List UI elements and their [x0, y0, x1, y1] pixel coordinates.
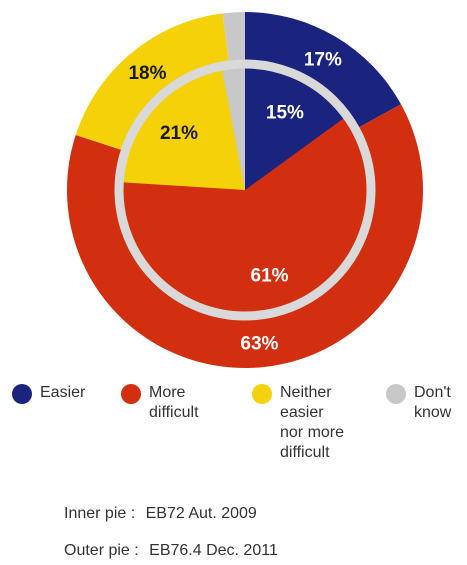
legend-label-neither: Neither easier nor more difficult [280, 384, 345, 461]
inner-pie-ring [120, 65, 370, 315]
legend-item-more-difficult: More difficult [121, 383, 199, 423]
legend-item-dont-know: Don't know [386, 383, 451, 423]
donut-chart: 17% 63% 18% 15% 61% 21% [67, 12, 424, 369]
legend: Easier More difficult Neither easier nor… [0, 383, 467, 493]
legend-swatch-neither [252, 384, 272, 404]
inner-pie-key: Inner pie : [64, 505, 136, 522]
legend-item-easier: Easier [12, 383, 85, 404]
inner-slice-easier [245, 65, 347, 190]
inner-slice-more-difficult [120, 116, 370, 315]
inner-label-more-difficult: 61% [251, 266, 289, 287]
inner-label-easier: 15% [266, 103, 304, 124]
outer-label-more-difficult: 63% [240, 333, 278, 354]
legend-swatch-dont-know [386, 384, 406, 404]
inner-slice-dont-know [221, 65, 245, 190]
legend-swatch-easier [12, 384, 32, 404]
legend-swatch-more-difficult [121, 384, 141, 404]
legend-item-neither: Neither easier nor more difficult [252, 383, 344, 463]
outer-pie-value: EB76.4 Dec. 2011 [149, 542, 278, 559]
outer-label-neither: 18% [128, 63, 166, 84]
inner-label-neither: 21% [160, 123, 198, 144]
legend-label-more-difficult: More difficult [149, 384, 199, 421]
inner-slice-neither [120, 67, 245, 190]
legend-label-dont-know: Don't know [414, 384, 452, 421]
outer-pie-note: Outer pie : EB76.4 Dec. 2011 [64, 542, 278, 560]
ring-separator [114, 59, 376, 321]
inner-pie-note: Inner pie : EB72 Aut. 2009 [64, 505, 257, 523]
data-labels: 17% 63% 18% 15% 61% 21% [128, 49, 342, 354]
inner-pie-value: EB72 Aut. 2009 [145, 505, 257, 522]
legend-label-easier: Easier [40, 384, 86, 401]
outer-label-easier: 17% [304, 49, 342, 70]
outer-pie-key: Outer pie : [64, 542, 139, 559]
